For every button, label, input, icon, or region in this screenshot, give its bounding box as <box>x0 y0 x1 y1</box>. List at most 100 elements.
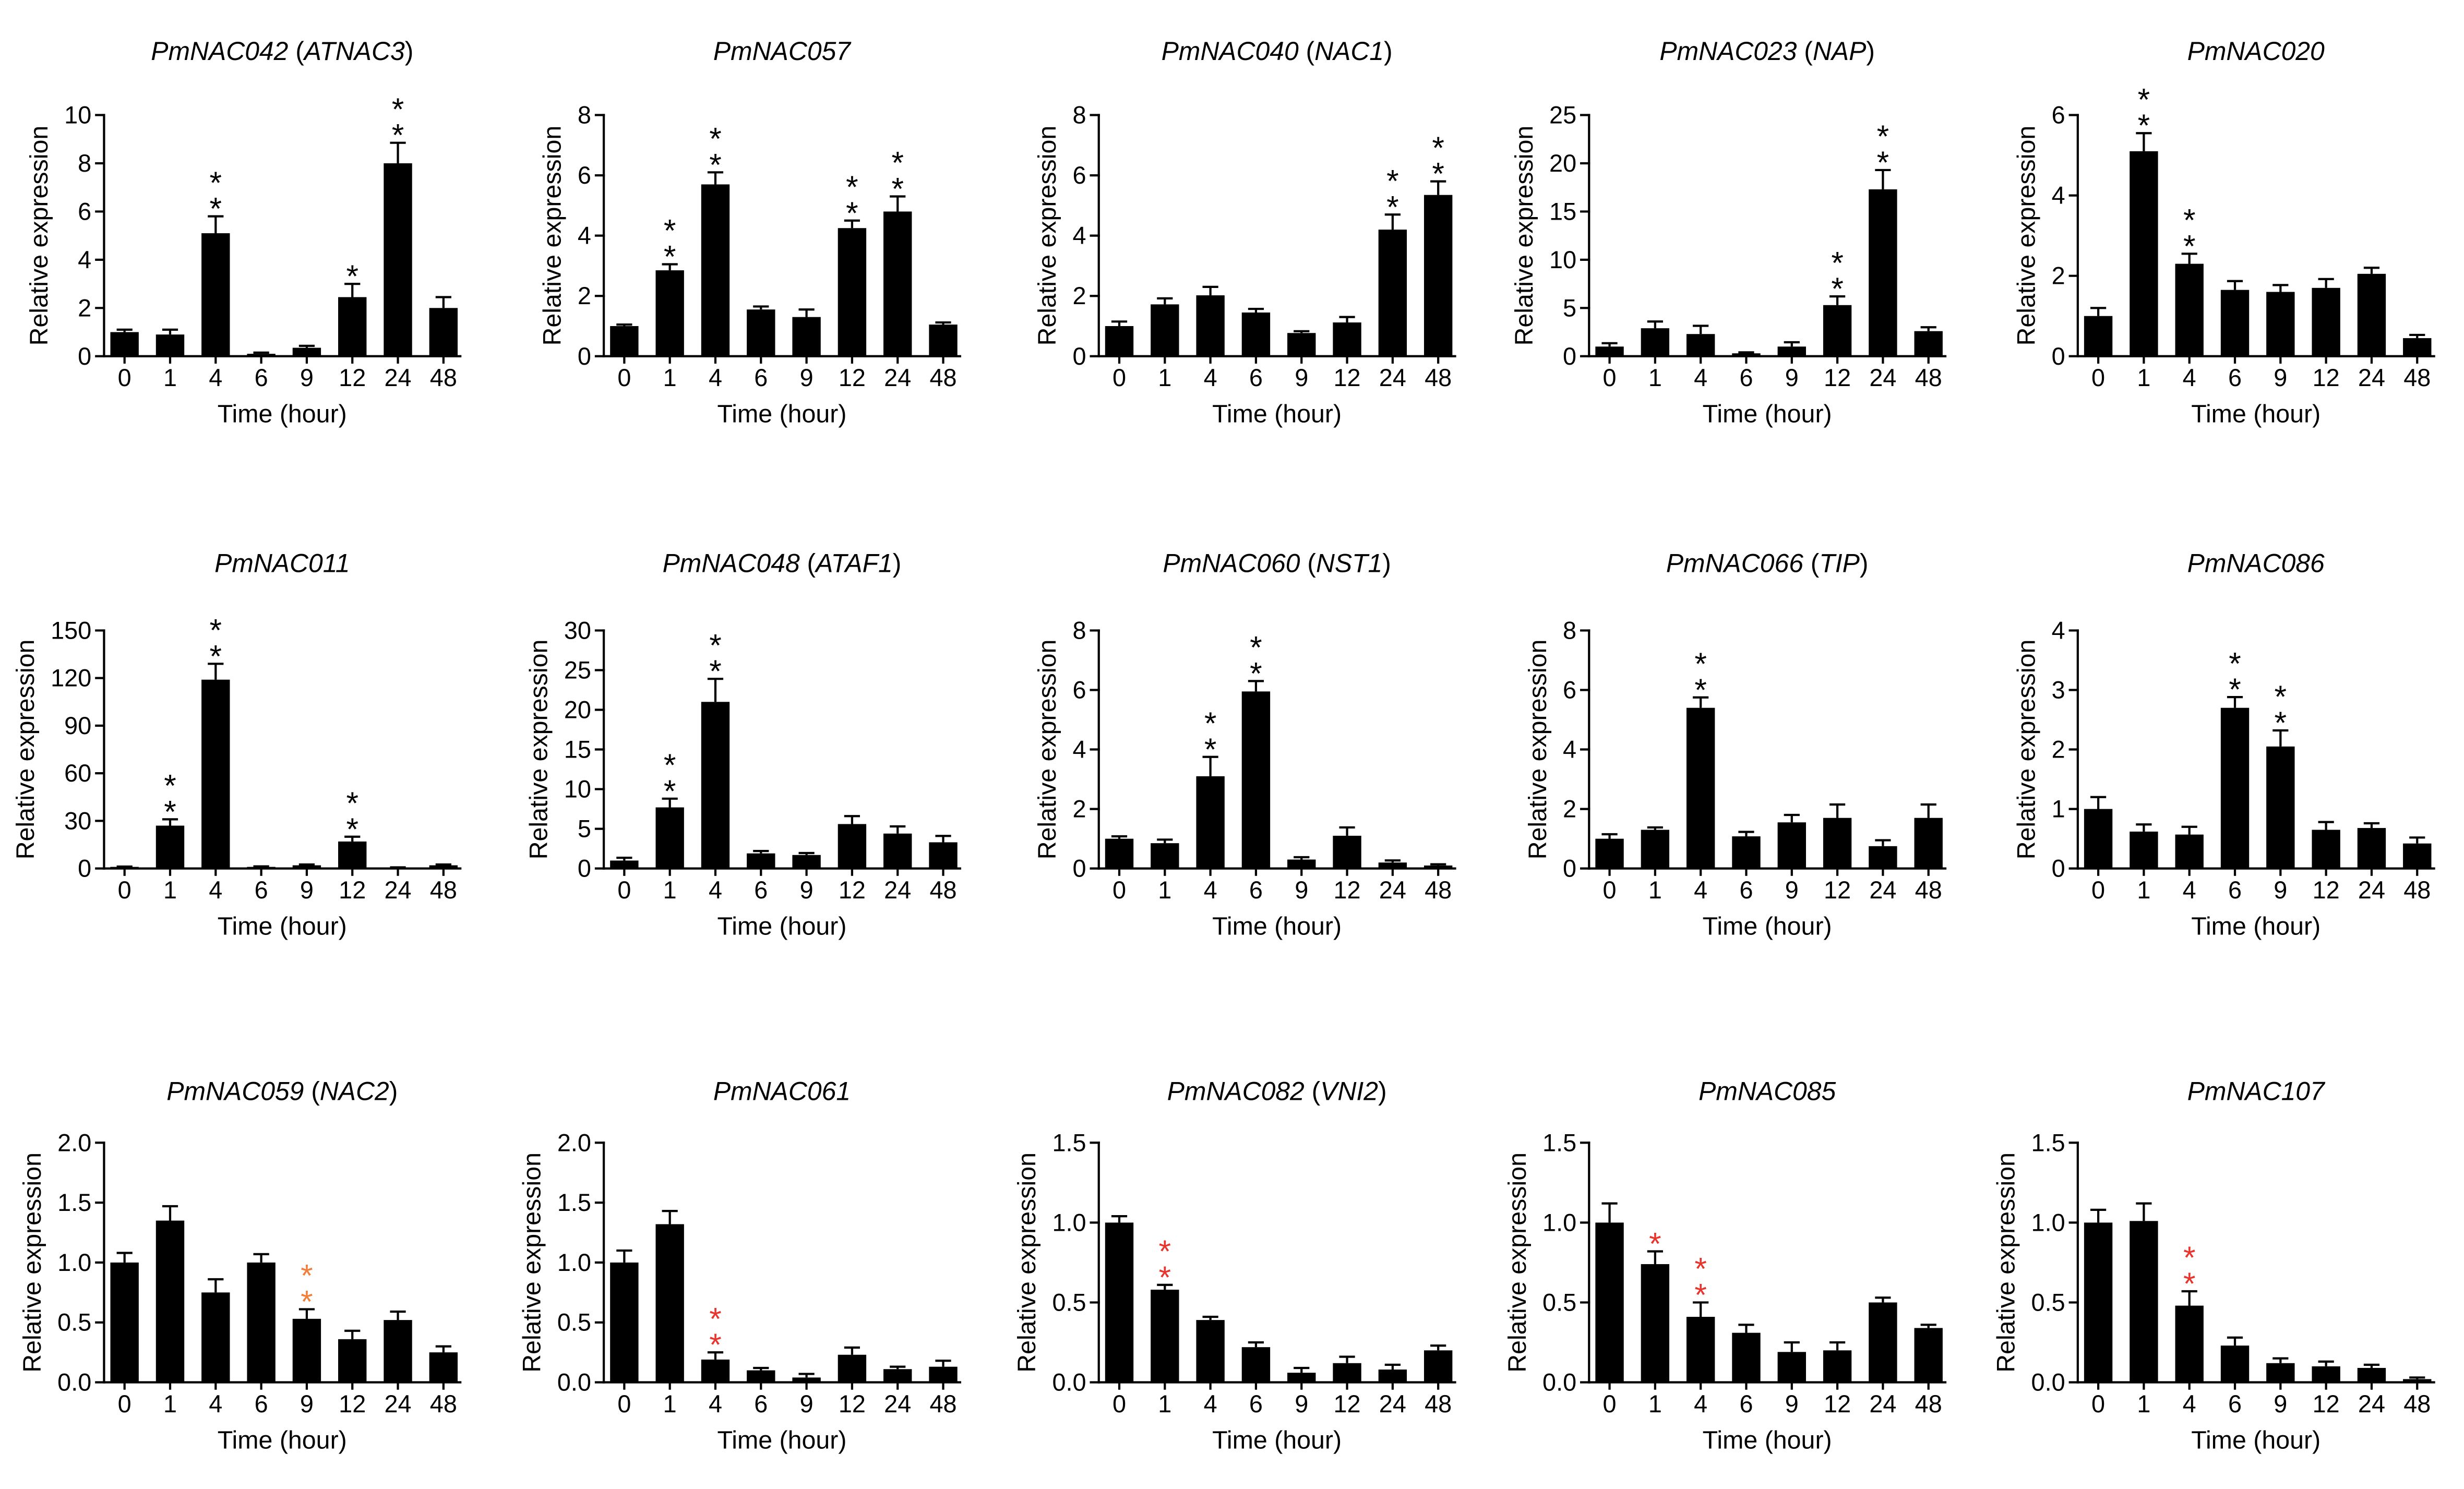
bar <box>384 1320 412 1383</box>
x-axis-label: Time (hour) <box>1703 912 1832 941</box>
x-tick-label: 12 <box>1824 364 1851 391</box>
bar <box>610 326 639 356</box>
title-part: ) <box>1382 549 1391 578</box>
x-tick-label: 0 <box>1113 1390 1126 1418</box>
title-part: ( <box>1306 37 1315 66</box>
chart-title: PmNAC082 (VNI2) <box>1167 1077 1387 1106</box>
title-part: PmNAC020 <box>2187 37 2325 66</box>
x-tick-label: 48 <box>430 876 457 904</box>
bar <box>429 1352 458 1383</box>
significance-star: * <box>664 239 676 274</box>
title-part: PmNAC061 <box>713 1077 851 1106</box>
bar <box>1641 1264 1670 1383</box>
significance-star: * <box>891 145 904 181</box>
x-tick-label: 4 <box>1694 1390 1707 1418</box>
title-part: ATAF1 <box>814 549 893 578</box>
x-axis-label: Time (hour) <box>2191 1426 2321 1454</box>
x-tick-label: 6 <box>255 876 268 904</box>
bar <box>1595 838 1624 869</box>
bar <box>1105 326 1134 356</box>
x-tick-label: 9 <box>1785 1390 1799 1418</box>
x-tick-label: 9 <box>2274 876 2287 904</box>
significance-star: * <box>1204 731 1217 767</box>
y-tick-label: 0 <box>1563 343 1576 370</box>
title-part: NAC2 <box>320 1077 389 1106</box>
significance-star: * <box>2183 1266 2196 1301</box>
x-axis-label: Time (hour) <box>717 912 847 941</box>
x-tick-label: 24 <box>884 876 911 904</box>
significance-star: * <box>846 169 858 205</box>
y-axis-label: Relative expression <box>1524 640 1552 860</box>
y-tick-label: 6 <box>1563 676 1576 703</box>
y-tick-label: 4 <box>578 222 591 249</box>
title-part: PmNAC066 <box>1666 549 1811 578</box>
bar <box>1595 1222 1624 1383</box>
significance-star: * <box>210 165 222 200</box>
significance-mark: * * <box>664 213 676 274</box>
bar <box>701 1359 730 1383</box>
bar <box>2312 1366 2340 1383</box>
x-axis-label: Time (hour) <box>2191 912 2321 941</box>
x-tick-label: 0 <box>1603 1390 1617 1418</box>
bar <box>1732 353 1761 356</box>
significance-mark: * * <box>164 768 176 830</box>
x-tick-label: 9 <box>300 364 314 391</box>
x-tick-label: 6 <box>1249 876 1263 904</box>
significance-star: * <box>164 794 176 829</box>
bar <box>1914 1328 1943 1383</box>
bar <box>1641 328 1670 356</box>
y-axis-label: Relative expression <box>1033 126 1061 346</box>
x-tick-label: 12 <box>339 876 366 904</box>
y-tick-label: 10 <box>64 102 91 129</box>
significance-mark: * * <box>301 1258 313 1319</box>
bar <box>2266 746 2295 869</box>
significance-mark: * * <box>1386 163 1399 224</box>
y-tick-label: 1.5 <box>57 1189 91 1216</box>
significance-mark: * * <box>709 121 722 183</box>
y-tick-label: 0 <box>578 343 591 370</box>
y-tick-label: 10 <box>564 776 591 803</box>
x-axis-label: Time (hour) <box>218 912 347 941</box>
x-tick-label: 6 <box>255 364 268 391</box>
x-tick-label: 6 <box>754 876 768 904</box>
bar <box>1333 322 1361 356</box>
bar <box>1241 312 1271 356</box>
bar <box>201 679 230 869</box>
x-tick-label: 48 <box>929 1390 956 1418</box>
x-tick-label: 48 <box>929 876 956 904</box>
x-tick-label: 0 <box>1603 364 1617 391</box>
significance-star: * <box>346 785 358 821</box>
bar <box>2175 263 2204 356</box>
y-axis-label: Relative expression <box>1033 640 1061 860</box>
bar <box>2403 338 2432 356</box>
bar <box>655 807 684 869</box>
title-part: ( <box>1307 549 1316 578</box>
x-tick-label: 1 <box>2137 1390 2150 1418</box>
y-tick-label: 0 <box>2052 855 2065 882</box>
significance-mark: * <box>1649 1226 1661 1262</box>
chart-title: PmNAC048 (ATAF1) <box>663 549 902 578</box>
y-tick-label: 6 <box>578 162 591 189</box>
y-tick-label: 2 <box>2052 736 2065 763</box>
x-tick-label: 24 <box>2358 876 2385 904</box>
y-tick-label: 0 <box>1563 855 1576 882</box>
x-tick-label: 24 <box>384 876 411 904</box>
x-tick-label: 4 <box>709 364 722 391</box>
y-tick-label: 2 <box>1073 282 1086 309</box>
bar <box>838 1354 867 1383</box>
bar <box>1914 818 1943 869</box>
y-axis-label: Relative expression <box>518 1152 546 1373</box>
y-tick-label: 1.5 <box>557 1189 591 1216</box>
bar <box>838 824 867 869</box>
y-tick-label: 10 <box>1549 246 1576 273</box>
y-tick-label: 6 <box>78 198 91 225</box>
x-tick-label: 0 <box>2091 364 2105 391</box>
chart-panel: PmNAC061 0.0 0.5 1.0 1.5 2.0 0 1 4 * * 6 9 12 24 48 Time… <box>518 1077 961 1454</box>
bar <box>1732 836 1761 869</box>
chart-panel: PmNAC059 (NAC2) 0.0 0.5 1.0 1.5 2.0 0 1 4 6 9 * * 12 2… <box>18 1077 462 1454</box>
bar <box>1777 1352 1806 1383</box>
title-part: PmNAC085 <box>1699 1077 1836 1106</box>
bar <box>2266 292 2295 356</box>
